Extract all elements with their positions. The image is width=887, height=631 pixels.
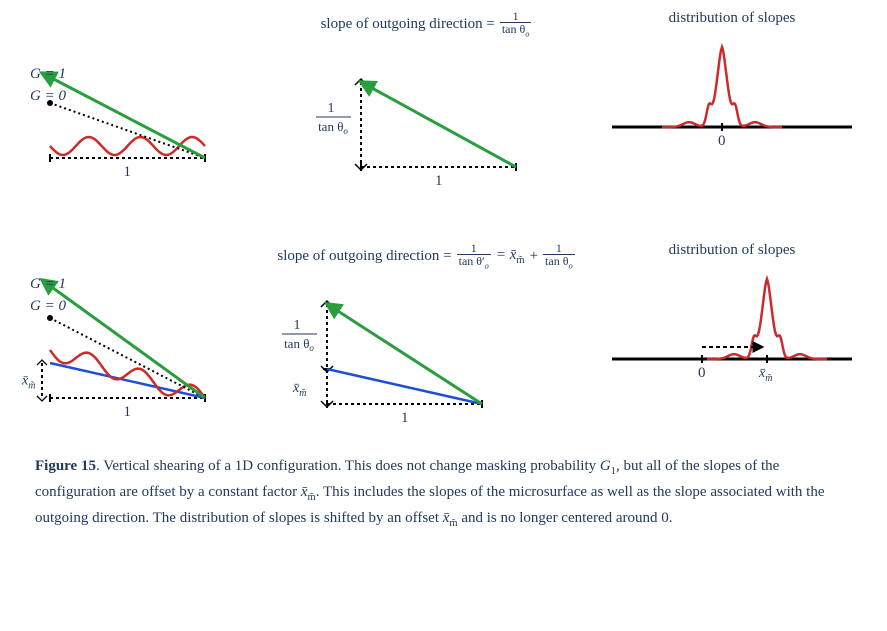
svg-text:0: 0 xyxy=(718,133,726,149)
svg-text:G = 0: G = 0 xyxy=(30,298,66,314)
svg-text:x̄m̃: x̄m̃ xyxy=(758,366,772,384)
slope-diagram-bot: 1 tan θo x̄m̃ 1 xyxy=(277,279,507,434)
config-diagram-top: G = 1 G = 0 1 xyxy=(30,38,245,188)
panel-bot-left: G = 1G = 01x̄m̃ xyxy=(30,270,245,435)
slope-frac-right: 1 tan θo xyxy=(543,242,575,271)
panel-bot-mid: slope of outgoing direction = 1 tan θ′o … xyxy=(277,242,574,439)
svg-text:tan θo: tan θo xyxy=(284,336,314,353)
svg-text:x̄m̃: x̄m̃ xyxy=(292,381,306,399)
panel-bot-right: distribution of slopes 0 x̄m̃ xyxy=(607,242,857,399)
svg-text:1: 1 xyxy=(401,410,409,426)
config-diagram-bot: G = 1G = 01x̄m̃ xyxy=(30,270,245,430)
svg-text:1: 1 xyxy=(124,404,132,420)
dist-title-top: distribution of slopes xyxy=(607,10,857,27)
slope-pre: slope of outgoing direction = xyxy=(321,16,495,33)
slope-frac-left: 1 tan θ′o xyxy=(457,242,491,271)
svg-text:G = 0: G = 0 xyxy=(30,88,66,104)
svg-text:1: 1 xyxy=(294,318,301,333)
slope-frac-top: 1 tan θo xyxy=(500,10,532,39)
eq-xbar: = x̄m̃ xyxy=(496,247,525,266)
slope-title-top: slope of outgoing direction = 1 tan θo xyxy=(311,10,541,39)
slope-diagram-top: 1 tan θo 1 xyxy=(311,47,541,197)
cap-4: and is no longer centered around 0. xyxy=(458,510,673,526)
svg-text:1: 1 xyxy=(124,164,132,180)
fig-number: Figure 15 xyxy=(35,458,96,474)
svg-text:0: 0 xyxy=(698,365,706,381)
panel-top-right: distribution of slopes 0 xyxy=(607,10,857,167)
panel-top-left: G = 1 G = 0 1 xyxy=(30,38,245,193)
svg-text:G = 1: G = 1 xyxy=(30,66,66,82)
row-top: G = 1 G = 0 1 slope of outgoing direction … xyxy=(30,10,857,202)
plus: + xyxy=(530,248,538,265)
svg-text:1: 1 xyxy=(435,173,443,189)
dist-title-bot: distribution of slopes xyxy=(607,242,857,259)
svg-text:tan θo: tan θo xyxy=(318,119,348,136)
cap-1: . Vertical shearing of a 1D configuratio… xyxy=(96,458,600,474)
slope-pre-bot: slope of outgoing direction = xyxy=(277,248,451,265)
distribution-bot: 0 x̄m̃ xyxy=(607,264,857,394)
svg-text:1: 1 xyxy=(328,101,335,116)
svg-text:G = 1: G = 1 xyxy=(30,276,66,292)
distribution-top: 0 xyxy=(607,32,857,162)
figure-caption: Figure 15. Vertical shearing of a 1D con… xyxy=(30,454,857,533)
slope-title-bot: slope of outgoing direction = 1 tan θ′o … xyxy=(277,242,574,271)
svg-text:x̄m̃: x̄m̃ xyxy=(21,373,35,391)
panel-top-mid: slope of outgoing direction = 1 tan θo 1… xyxy=(311,10,541,202)
row-bottom: G = 1 G = 0 1 x̄m̃ slope of outgoing direct… xyxy=(30,242,857,439)
